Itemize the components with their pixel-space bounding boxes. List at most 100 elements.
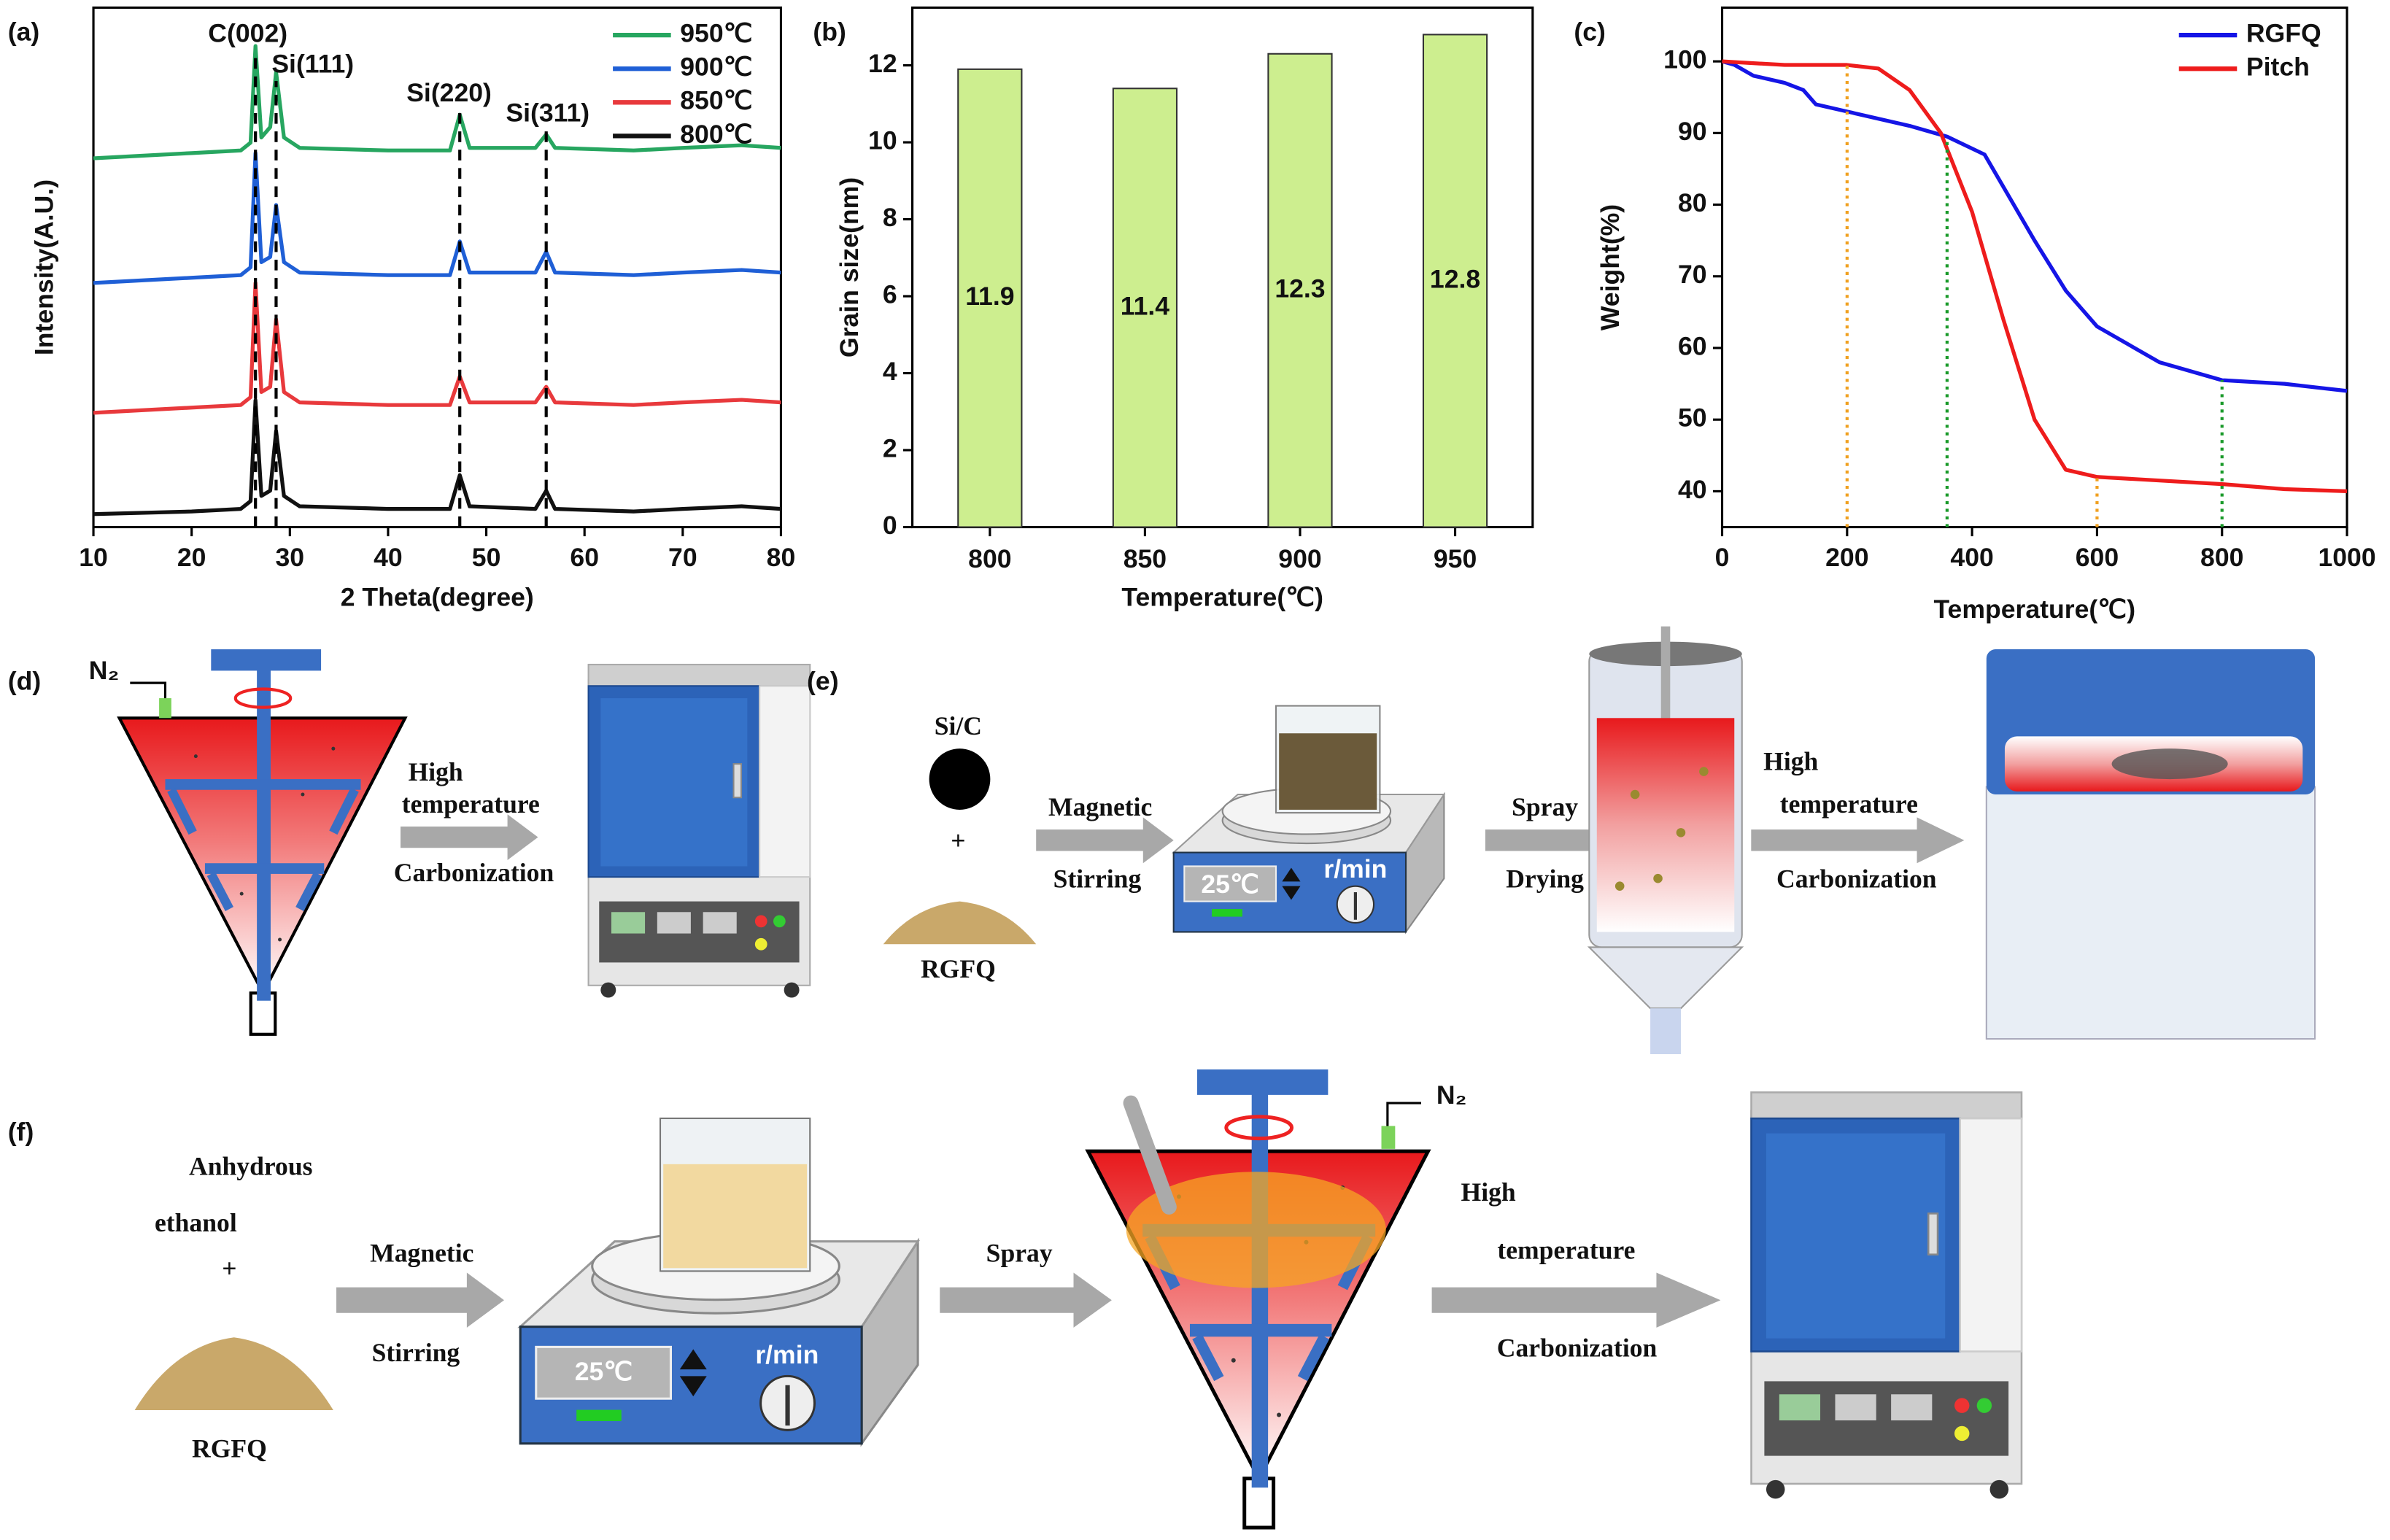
x-tick-label: 0 — [1715, 543, 1730, 572]
peak-label: Si(220) — [406, 78, 492, 107]
bar — [957, 68, 1023, 528]
display: 25℃ — [575, 1357, 633, 1386]
plot-frame — [92, 6, 783, 529]
step-label: Spray — [986, 1239, 1053, 1268]
x-tick-label: 900 — [1278, 544, 1321, 573]
y-tick-label: 12 — [868, 49, 897, 78]
x-tick-label: 60 — [570, 543, 599, 572]
plot-frame — [910, 6, 1534, 529]
y-tick-label: 8 — [883, 203, 897, 232]
input-label: Si/C — [935, 711, 982, 740]
bar — [1422, 34, 1488, 528]
step-label: Carbonization — [1776, 864, 1937, 894]
gas-inlet — [159, 698, 171, 719]
y-tick-label: 10 — [868, 125, 897, 155]
y-tick-label: 4 — [883, 357, 897, 386]
y-tick-label: 6 — [883, 279, 897, 309]
y-tick-label: 90 — [1678, 117, 1707, 146]
panel-label: (a) — [8, 17, 40, 46]
legend-label: 800℃ — [680, 120, 752, 149]
arrow — [336, 1272, 504, 1328]
display: 25℃ — [1201, 870, 1259, 899]
arrow — [940, 1272, 1112, 1328]
furnace — [587, 663, 811, 999]
spray-dryer — [1587, 626, 1744, 1055]
furnace — [1750, 1091, 2023, 1500]
step-label: temperature — [402, 789, 540, 819]
x-tick-label: 10 — [79, 543, 108, 572]
step-label: Spray — [1512, 792, 1578, 821]
bar — [1112, 88, 1178, 528]
step-label: temperature — [1497, 1235, 1635, 1264]
gas-label: N₂ — [89, 656, 120, 685]
step-label: High — [409, 757, 463, 786]
speed-label: r/min — [1323, 854, 1387, 883]
x-tick-label: 50 — [472, 543, 501, 572]
gas-line — [1386, 1102, 1421, 1126]
x-tick-label: 600 — [2076, 543, 2119, 572]
legend-label: 950℃ — [680, 19, 752, 48]
x-tick-label: 70 — [668, 543, 697, 572]
panel-label: (d) — [8, 667, 41, 696]
x-tick-label: 1000 — [2318, 543, 2375, 572]
value-label: 11.9 — [965, 282, 1014, 311]
speed-label: r/min — [755, 1340, 819, 1369]
liquid — [663, 1164, 808, 1269]
input-label: Anhydrous — [189, 1151, 313, 1180]
tube-furnace — [1985, 649, 2316, 1040]
step-label: Carbonization — [1497, 1333, 1658, 1362]
x-tick-label: 800 — [2200, 543, 2243, 572]
input-label: ethanol — [155, 1208, 237, 1237]
data-line — [1721, 59, 2348, 393]
data-line — [93, 44, 781, 160]
y-tick-label: 50 — [1678, 403, 1707, 433]
x-axis-label: 2 Theta(degree) — [341, 582, 534, 611]
gas-label: N₂ — [1436, 1080, 1467, 1110]
arrow — [400, 814, 538, 861]
bar — [1267, 53, 1333, 528]
plus: + — [222, 1254, 236, 1283]
panel-label: (f) — [8, 1117, 34, 1146]
step-label: Magnetic — [370, 1239, 473, 1268]
data-line — [1722, 59, 2348, 494]
arrow — [1431, 1272, 1721, 1328]
y-tick-label: 100 — [1663, 45, 1706, 74]
y-tick-label: 80 — [1678, 188, 1707, 217]
peak-label: Si(311) — [506, 98, 589, 127]
gas-inlet — [1381, 1126, 1396, 1149]
x-tick-label: 850 — [1124, 544, 1167, 573]
x-tick-label: 40 — [374, 543, 403, 572]
legend-label: 900℃ — [680, 53, 752, 82]
powder — [134, 1337, 333, 1410]
y-axis-label: Weight(%) — [1596, 204, 1625, 330]
panel-label: (b) — [813, 17, 846, 46]
x-tick-label: 30 — [276, 543, 305, 572]
y-axis-label: Grain size(nm) — [835, 177, 864, 357]
step-label: Carbonization — [394, 858, 554, 887]
step-label: Drying — [1506, 864, 1584, 894]
x-tick-label: 950 — [1434, 544, 1477, 573]
step-label: Stirring — [1053, 864, 1142, 894]
step-label: High — [1763, 746, 1818, 775]
legend-label: 850℃ — [680, 86, 752, 115]
data-line — [93, 398, 781, 516]
peak-label: C(002) — [208, 19, 287, 48]
legend-label: RGFQ — [2246, 19, 2321, 48]
step-label: Magnetic — [1048, 792, 1152, 821]
sic-particle — [929, 748, 991, 810]
arrow — [1751, 817, 1965, 864]
input-label: RGFQ — [192, 1434, 267, 1463]
x-tick-label: 20 — [177, 543, 206, 572]
gas-line — [130, 681, 167, 699]
liquid — [1279, 733, 1377, 810]
legend-label: Pitch — [2246, 53, 2310, 82]
step-label: High — [1461, 1177, 1516, 1207]
y-tick-label: 40 — [1678, 475, 1707, 504]
nozzle — [1123, 1095, 1177, 1215]
panel-e: (e) Si/C + RGFQ Magnetic Stirring 25℃ r/… — [807, 626, 2316, 1055]
x-tick-label: 200 — [1825, 543, 1868, 572]
x-tick-label: 80 — [767, 543, 796, 572]
y-axis-label: Intensity(A.U.) — [30, 179, 59, 355]
spray-cloud — [1126, 1172, 1386, 1288]
